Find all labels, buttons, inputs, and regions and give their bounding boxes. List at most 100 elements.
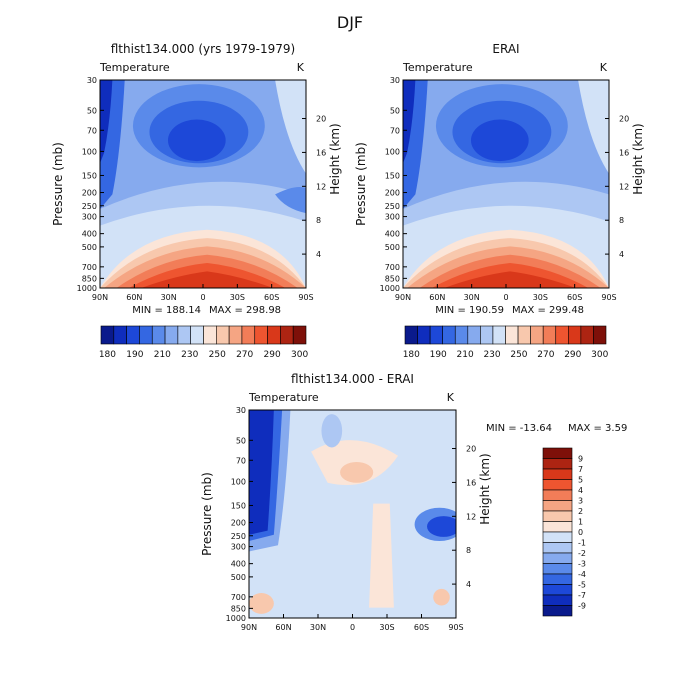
y2-tick-label: 16 [316, 148, 326, 157]
colorbar-swatch [241, 325, 256, 345]
contour-fill-tropopause-core [470, 119, 529, 162]
y-tick-label: 300 [385, 213, 400, 222]
colorbar-label: -4 [578, 570, 586, 579]
x-tick-label: 30N [161, 293, 177, 302]
contour-fill-warm-core [340, 462, 374, 483]
colorbar-label: 230 [181, 350, 198, 360]
colorbar-swatch [542, 542, 573, 554]
y-tick-label: 700 [231, 593, 246, 602]
y-axis-label: Pressure (mb) [354, 142, 368, 226]
colorbar-swatch [568, 325, 582, 345]
units-label: K [600, 61, 608, 74]
y-tick-label: 70 [390, 126, 400, 135]
colorbar-swatch [542, 552, 573, 564]
y2-tick-label: 4 [466, 580, 471, 589]
plot-area [249, 410, 456, 618]
colorbar-swatch [542, 605, 573, 617]
contour-fill-polar-coldest [403, 80, 416, 164]
y2-tick-label: 16 [619, 148, 629, 157]
panel-title: flthist134.000 - ERAI [291, 372, 414, 386]
colorbar-swatch [190, 325, 204, 345]
colorbar-swatch [292, 325, 307, 345]
colorbar-swatch [542, 531, 573, 543]
y2-tick-label: 4 [316, 250, 321, 259]
y-tick-label: 850 [385, 274, 400, 283]
colorbar-swatch [113, 325, 127, 345]
y-tick-label: 300 [82, 213, 97, 222]
y-tick-label: 200 [231, 519, 246, 528]
colorbar-label: 3 [578, 497, 583, 506]
colorbar-label: 270 [236, 350, 253, 360]
colorbar-swatch [492, 325, 506, 345]
y2-tick-label: 16 [466, 478, 476, 487]
y2-axis-label: Height (km) [328, 123, 342, 194]
x-tick-label: 0 [350, 623, 355, 632]
y-axis-label: Pressure (mb) [200, 472, 214, 556]
y-tick-label: 200 [385, 189, 400, 198]
colorbar-swatch [467, 325, 481, 345]
colorbar-swatch [517, 325, 531, 345]
colorbar-swatch [417, 325, 431, 345]
y-tick-label: 50 [236, 436, 246, 445]
colorbar-label: -2 [578, 549, 586, 558]
colorbar-swatch [216, 325, 230, 345]
colorbar-label: 7 [578, 465, 583, 474]
y-tick-label: 250 [231, 532, 246, 541]
contour-fill-warm-6 [444, 271, 577, 288]
y-tick-label: 30 [87, 76, 97, 85]
colorbar-label: 2 [578, 507, 583, 516]
colorbar-label: 180 [99, 350, 116, 360]
contour-fill-cold-small [321, 414, 343, 448]
x-tick-label: 30N [464, 293, 480, 302]
x-tick-label: 30N [310, 623, 326, 632]
colorbar-label: 300 [591, 350, 608, 360]
variable-label: Temperature [99, 61, 170, 74]
y-tick-label: 400 [82, 230, 97, 239]
colorbar-swatch [280, 325, 294, 345]
panel-title: ERAI [492, 42, 519, 56]
colorbar-swatch [454, 325, 469, 345]
colorbar-swatch [530, 325, 544, 345]
colorbar-swatch [177, 325, 191, 345]
y-axis-label: Pressure (mb) [51, 142, 65, 226]
contour-fill-midlat-cold [275, 186, 306, 214]
y-tick-label: 100 [231, 477, 246, 486]
max-label: MAX = 299.48 [512, 305, 584, 316]
colorbar-label: 250 [510, 350, 527, 360]
colorbar-label: 290 [264, 350, 281, 360]
colorbar-swatch [228, 325, 243, 345]
colorbar-swatch [580, 325, 594, 345]
y-tick-label: 150 [231, 501, 246, 510]
contour-fill-polar-coldest [100, 80, 113, 164]
y-tick-label: 200 [82, 189, 97, 198]
plot-area [403, 80, 609, 288]
colorbar-swatch [442, 325, 456, 345]
contour-fill-summer-strat [275, 80, 306, 174]
y-tick-label: 700 [385, 263, 400, 272]
colorbar-swatch [542, 479, 573, 491]
colorbar-label: 190 [430, 350, 447, 360]
y-tick-label: 150 [385, 171, 400, 180]
figure-title: DJF [337, 13, 363, 32]
y-tick-label: 1000 [380, 284, 400, 293]
colorbar-swatch [203, 325, 217, 345]
contour-fill-warm-corner [249, 593, 274, 614]
y-tick-label: 1000 [226, 614, 246, 623]
x-tick-label: 60S [264, 293, 279, 302]
colorbar-swatch [593, 325, 607, 345]
plot-area [100, 80, 306, 288]
y-tick-label: 150 [82, 171, 97, 180]
y-tick-label: 500 [385, 243, 400, 252]
colorbar-swatch [404, 325, 418, 345]
contour-fill-cold-3 [249, 410, 274, 535]
panel-1: flthist134.000 (yrs 1979-1979) Temperatur… [51, 42, 342, 360]
y-tick-label: 400 [385, 230, 400, 239]
colorbar-swatch [542, 584, 573, 596]
y2-tick-label: 12 [316, 182, 326, 191]
x-tick-label: 60S [414, 623, 429, 632]
colorbar-swatch [267, 325, 281, 345]
y-tick-label: 1000 [77, 284, 97, 293]
colorbar-swatch [429, 325, 443, 345]
y-tick-label: 850 [82, 274, 97, 283]
colorbar-swatch [151, 325, 166, 345]
